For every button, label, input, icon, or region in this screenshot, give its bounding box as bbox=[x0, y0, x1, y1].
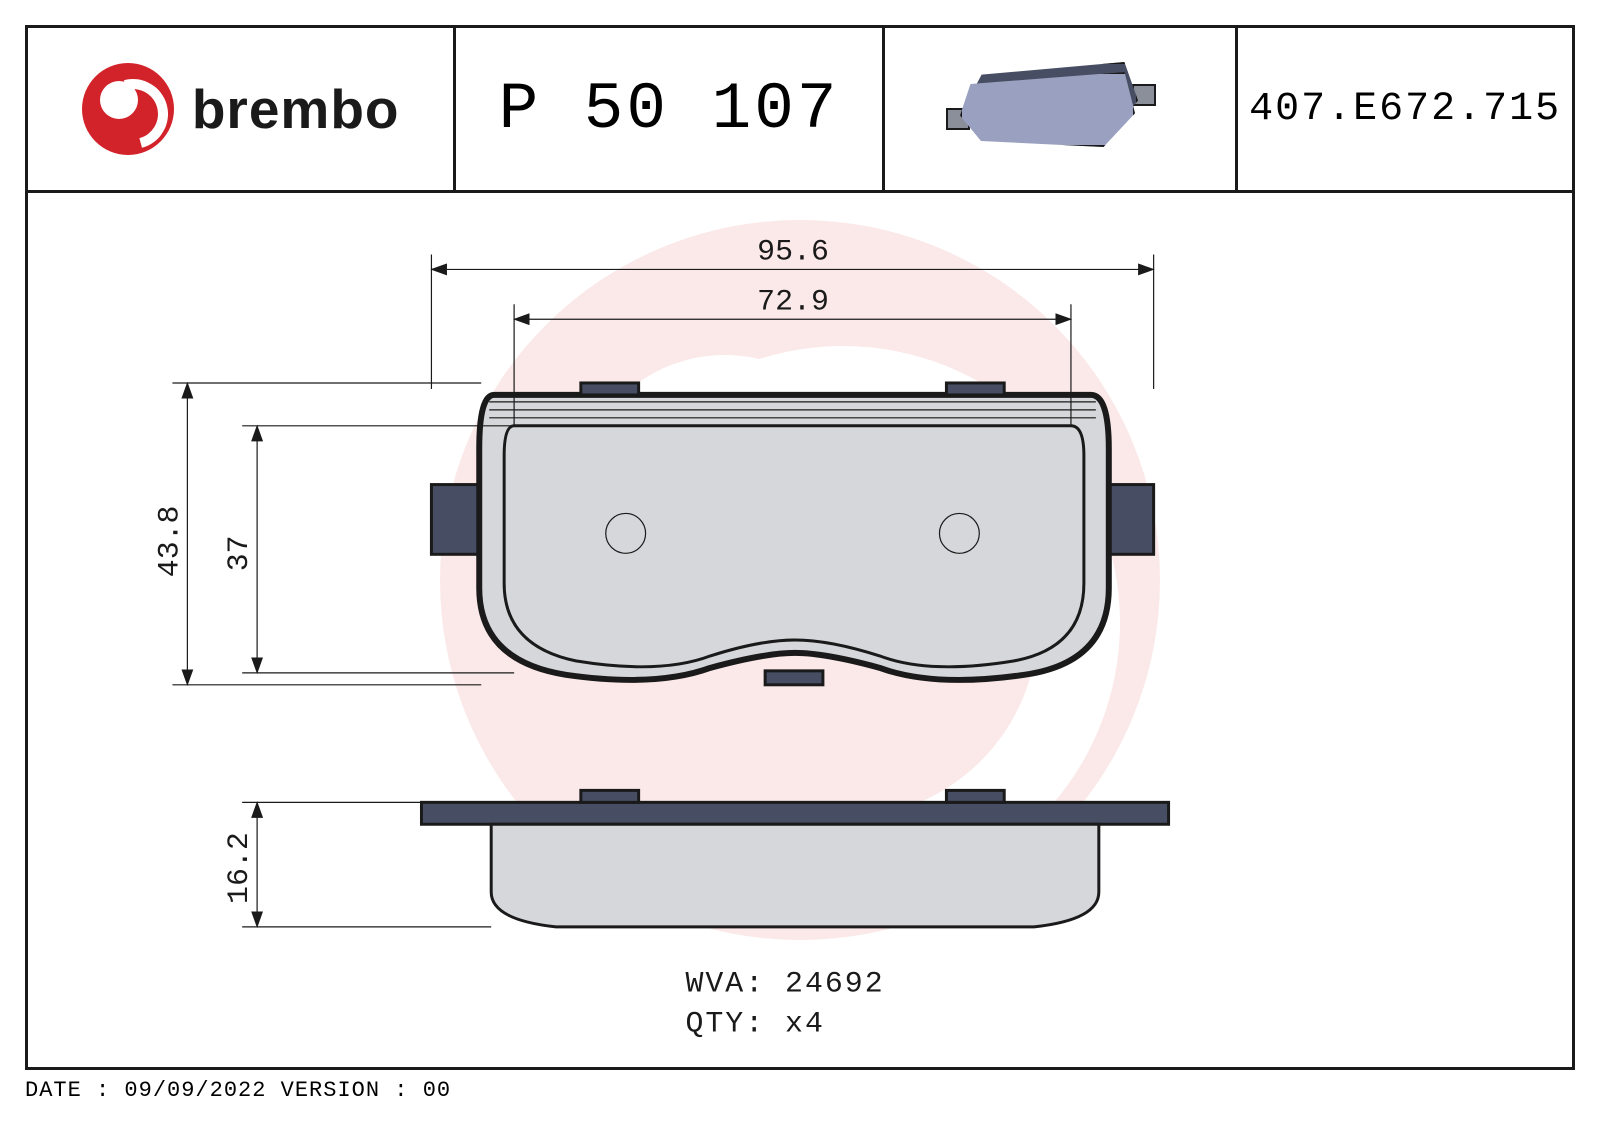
part-number-cell: P 50 107 bbox=[456, 28, 884, 190]
wva-value: 24692 bbox=[785, 967, 885, 1001]
dim-height-inner-value: 37 bbox=[222, 535, 256, 571]
brembo-logo-icon bbox=[82, 63, 174, 155]
title-block: brembo P 50 107 407.E672.715 bbox=[28, 28, 1572, 193]
brake-pad-render bbox=[950, 54, 1170, 164]
dim-height-overall-value: 43.8 bbox=[152, 505, 186, 577]
footer-version-value: 00 bbox=[423, 1078, 451, 1103]
part-render-cell bbox=[885, 28, 1239, 190]
dim-width-overall-value: 95.6 bbox=[757, 234, 829, 268]
svg-text:QTY: x4: QTY: x4 bbox=[685, 1006, 824, 1040]
part-number: P 50 107 bbox=[499, 72, 840, 147]
drawing-area: 95.6 72.9 43.8 37 bbox=[28, 193, 1572, 1073]
reference-code-cell: 407.E672.715 bbox=[1238, 28, 1572, 190]
logo-cell: brembo bbox=[28, 28, 456, 190]
dim-width-inner-value: 72.9 bbox=[757, 284, 829, 318]
qty-label: QTY: bbox=[685, 1006, 765, 1040]
footer-version-label: VERSION : bbox=[281, 1078, 409, 1103]
footer-date-value: 09/09/2022 bbox=[124, 1078, 266, 1103]
front-view bbox=[431, 383, 1153, 685]
wva-label: WVA: bbox=[685, 967, 765, 1001]
dim-thickness-value: 16.2 bbox=[222, 832, 256, 904]
brand-name: brembo bbox=[192, 77, 400, 141]
svg-text:WVA: 246: WVA: 24692 bbox=[685, 967, 884, 1001]
meta-block: WVA: 24692 QTY: x4 bbox=[685, 967, 884, 1041]
footer-date-label: DATE : bbox=[25, 1078, 110, 1103]
qty-value: x4 bbox=[785, 1006, 825, 1040]
drawing-sheet: brembo P 50 107 407.E672.715 bbox=[25, 25, 1575, 1070]
side-view bbox=[421, 790, 1168, 926]
reference-code: 407.E672.715 bbox=[1249, 87, 1561, 132]
footer: DATE : 09/09/2022 VERSION : 00 bbox=[25, 1078, 451, 1103]
technical-drawing: 95.6 72.9 43.8 37 bbox=[28, 193, 1572, 1073]
